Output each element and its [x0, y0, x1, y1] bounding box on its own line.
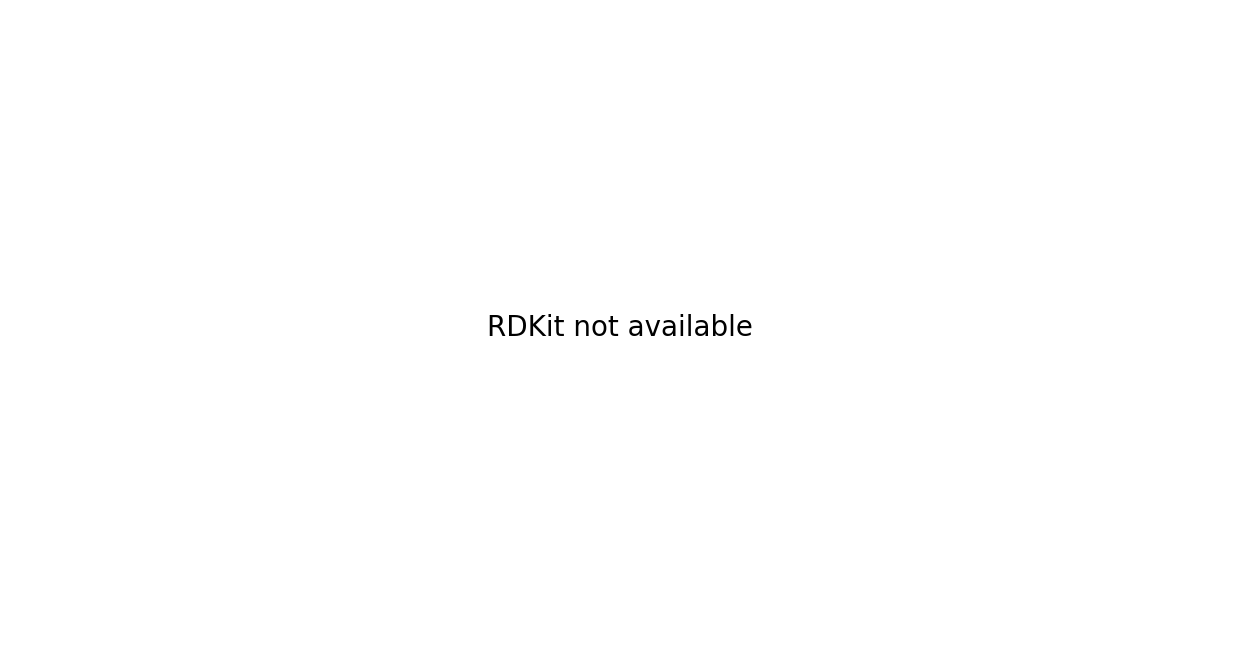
Text: RDKit not available: RDKit not available	[487, 314, 753, 342]
